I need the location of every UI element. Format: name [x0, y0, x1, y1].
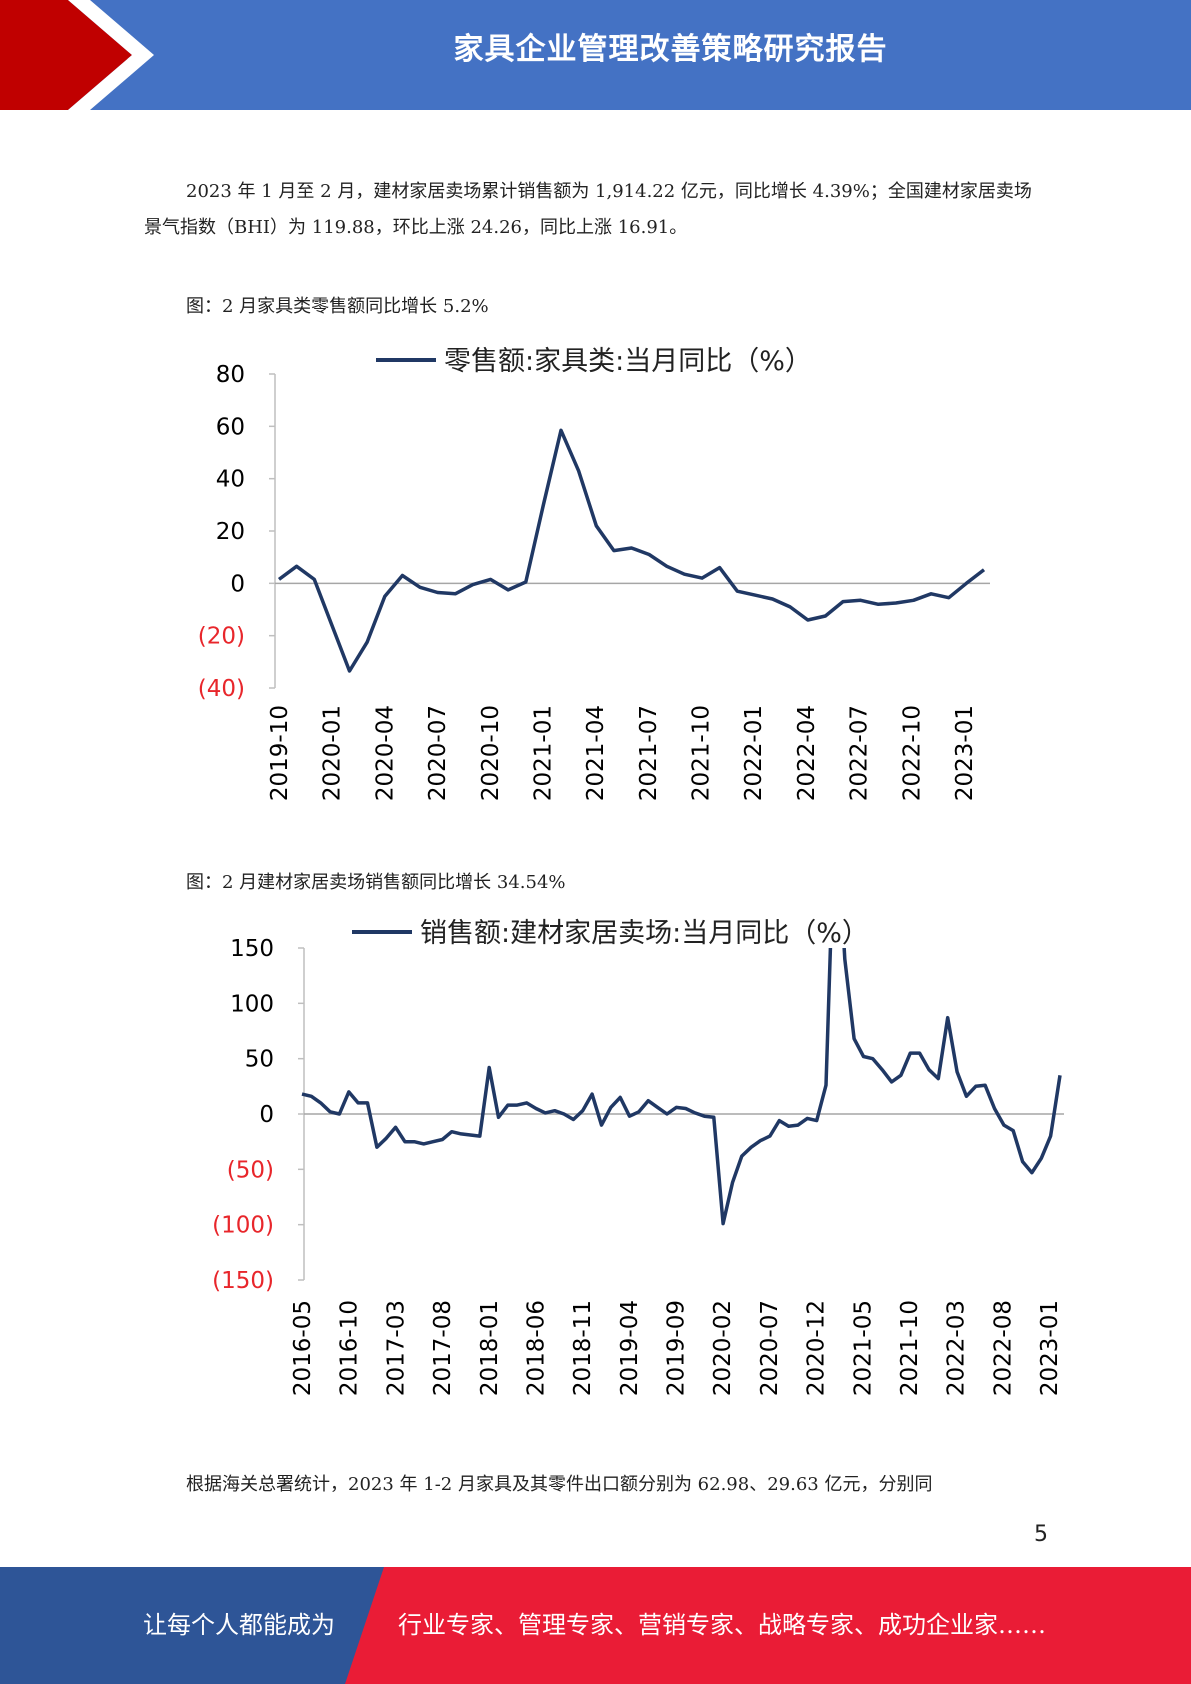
y-tick-label: 50: [245, 1047, 274, 1073]
x-tick-label: 2021-05: [850, 1300, 876, 1396]
y-tick-label: 60: [216, 414, 245, 440]
y-tick-label: 40: [216, 467, 245, 493]
legend-label: 销售额:建材家居卖场:当月同比（%）: [420, 918, 869, 949]
y-tick-label: (150): [212, 1268, 274, 1294]
series-line: [277, 428, 986, 673]
paragraph-market-sales: 2023 年 1 月至 2 月，建材家居卖场累计销售额为 1,914.22 亿元…: [144, 181, 1032, 238]
x-tick-label: 2020-07: [425, 705, 451, 801]
y-tick-label: (20): [198, 624, 245, 650]
x-tick-label: 2023-01: [1037, 1300, 1063, 1396]
figure-caption-furniture-retail: 图：2 月家具类零售额同比增长 5.2%: [186, 296, 489, 317]
x-tick-label: 2016-05: [290, 1300, 316, 1396]
figure-caption-building-materials-sales: 图：2 月建材家居卖场销售额同比增长 34.54%: [186, 872, 566, 893]
x-tick-label: 2020-12: [804, 1300, 830, 1396]
x-tick-label: 2022-07: [847, 705, 873, 801]
y-tick-label: 150: [230, 936, 274, 962]
x-tick-label: 2021-04: [583, 705, 609, 801]
x-tick-label: 2020-07: [757, 1300, 783, 1396]
x-tick-label: 2018-06: [523, 1300, 549, 1396]
y-tick-label: 100: [230, 991, 274, 1017]
x-tick-label: 2017-08: [430, 1300, 456, 1396]
paragraph-customs-export: 根据海关总署统计，2023 年 1-2 月家具及其零件出口额分别为 62.98、…: [186, 1474, 933, 1495]
x-tick-label: 2020-10: [478, 705, 504, 801]
chart-building-materials-sales-yoy: 销售额:建材家居卖场:当月同比（%） 150 100 50 0 (50) (100) (150…: [212, 918, 1064, 1396]
y-tick-label: (50): [227, 1157, 274, 1183]
chart-furniture-retail-yoy: 零售额:家具类:当月同比（%） 80 60 40 20 0 (20) (40) 2019-10 2…: [198, 346, 990, 801]
x-tick-label: 2021-07: [636, 705, 662, 801]
x-tick-label: 2022-04: [794, 705, 820, 801]
y-tick-label: 0: [230, 571, 245, 597]
header-arrow-decoration: [0, 0, 154, 110]
y-tick-label: 80: [216, 362, 245, 388]
y-tick-label: (100): [212, 1213, 274, 1239]
y-tick-label: (40): [198, 676, 245, 702]
x-tick-label: 2019-10: [267, 705, 293, 801]
x-tick-label: 2016-10: [337, 1300, 363, 1396]
x-tick-label: 2020-01: [320, 705, 346, 801]
x-tick-label: 2019-09: [664, 1300, 690, 1396]
x-tick-label: 2017-03: [383, 1300, 409, 1396]
x-tick-label: 2018-01: [477, 1300, 503, 1396]
footer-slogan-left: 让每个人都能成为: [143, 1611, 335, 1639]
x-tick-label: 2020-02: [710, 1300, 736, 1396]
header-title: 家具企业管理改善策略研究报告: [453, 32, 888, 67]
x-tick-label: 2019-04: [617, 1300, 643, 1396]
x-tick-label: 2022-08: [990, 1300, 1016, 1396]
page-number: 5: [1034, 1522, 1048, 1547]
page-footer: 让每个人都能成为 行业专家、管理专家、营销专家、战略专家、成功企业家……: [0, 1567, 1191, 1684]
x-tick-label: 2022-10: [899, 705, 925, 801]
series-line: [301, 948, 1062, 1226]
footer-background: [0, 1567, 1191, 1684]
footer-slogan-right: 行业专家、管理专家、营销专家、战略专家、成功企业家……: [398, 1611, 1046, 1639]
x-tick-label: 2021-10: [689, 705, 715, 801]
x-tick-label: 2021-10: [897, 1300, 923, 1396]
x-tick-label: 2018-11: [570, 1300, 596, 1396]
x-tick-label: 2022-03: [944, 1300, 970, 1396]
y-tick-label: 20: [216, 519, 245, 545]
x-tick-label: 2022-01: [741, 705, 767, 801]
y-tick-label: 0: [259, 1102, 274, 1128]
legend-label: 零售额:家具类:当月同比（%）: [444, 346, 812, 377]
x-tick-label: 2023-01: [952, 705, 978, 801]
x-tick-label: 2021-01: [530, 705, 556, 801]
x-tick-label: 2020-04: [372, 705, 398, 801]
page-header: 家具企业管理改善策略研究报告: [0, 0, 1191, 110]
